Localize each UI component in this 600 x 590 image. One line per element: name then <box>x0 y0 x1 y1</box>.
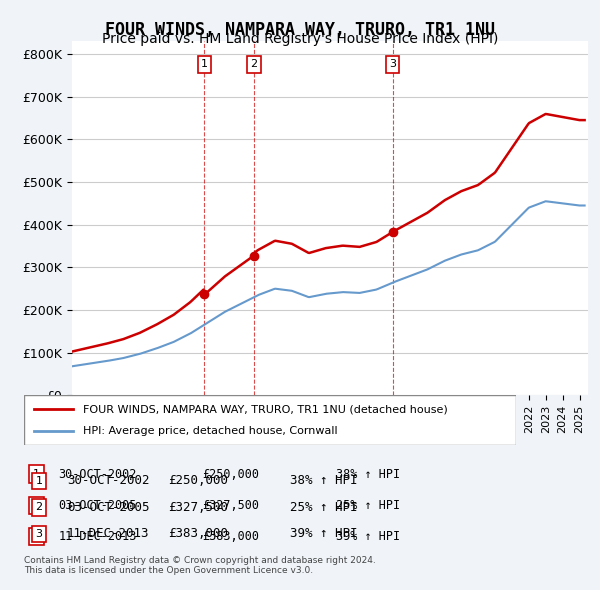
Text: FOUR WINDS, NAMPARA WAY, TRURO, TR1 1NU (detached house): FOUR WINDS, NAMPARA WAY, TRURO, TR1 1NU … <box>83 404 448 414</box>
Text: 1: 1 <box>201 60 208 69</box>
Text: FOUR WINDS, NAMPARA WAY, TRURO, TR1 1NU: FOUR WINDS, NAMPARA WAY, TRURO, TR1 1NU <box>105 21 495 39</box>
Text: 2: 2 <box>33 500 40 510</box>
Text: 11-DEC-2013: 11-DEC-2013 <box>67 527 149 540</box>
Text: £250,000: £250,000 <box>202 468 259 481</box>
Text: 25% ↑ HPI: 25% ↑ HPI <box>337 499 400 512</box>
Text: 38% ↑ HPI: 38% ↑ HPI <box>337 468 400 481</box>
FancyBboxPatch shape <box>24 395 516 445</box>
Text: 30-OCT-2002: 30-OCT-2002 <box>67 474 149 487</box>
Text: £327,500: £327,500 <box>202 499 259 512</box>
Text: £383,000: £383,000 <box>168 527 228 540</box>
Text: 3: 3 <box>35 529 43 539</box>
Text: 30-OCT-2002: 30-OCT-2002 <box>59 468 137 481</box>
Text: 3: 3 <box>33 532 40 542</box>
Text: £383,000: £383,000 <box>202 530 259 543</box>
Text: HPI: Average price, detached house, Cornwall: HPI: Average price, detached house, Corn… <box>83 427 338 437</box>
Text: 03-OCT-2005: 03-OCT-2005 <box>59 499 137 512</box>
Text: 11-DEC-2013: 11-DEC-2013 <box>59 530 137 543</box>
Text: 3: 3 <box>389 60 396 69</box>
Text: 38% ↑ HPI: 38% ↑ HPI <box>290 474 358 487</box>
Text: £327,500: £327,500 <box>168 501 228 514</box>
Text: 39% ↑ HPI: 39% ↑ HPI <box>290 527 358 540</box>
Text: Contains HM Land Registry data © Crown copyright and database right 2024.
This d: Contains HM Land Registry data © Crown c… <box>24 556 376 575</box>
Text: 03-OCT-2005: 03-OCT-2005 <box>67 501 149 514</box>
Text: 2: 2 <box>250 60 257 69</box>
Text: 2: 2 <box>35 503 43 512</box>
Text: Price paid vs. HM Land Registry's House Price Index (HPI): Price paid vs. HM Land Registry's House … <box>102 32 498 47</box>
Text: 1: 1 <box>33 469 40 479</box>
Text: 1: 1 <box>35 476 43 486</box>
Text: 25% ↑ HPI: 25% ↑ HPI <box>290 501 358 514</box>
Text: 39% ↑ HPI: 39% ↑ HPI <box>337 530 400 543</box>
Text: £250,000: £250,000 <box>168 474 228 487</box>
